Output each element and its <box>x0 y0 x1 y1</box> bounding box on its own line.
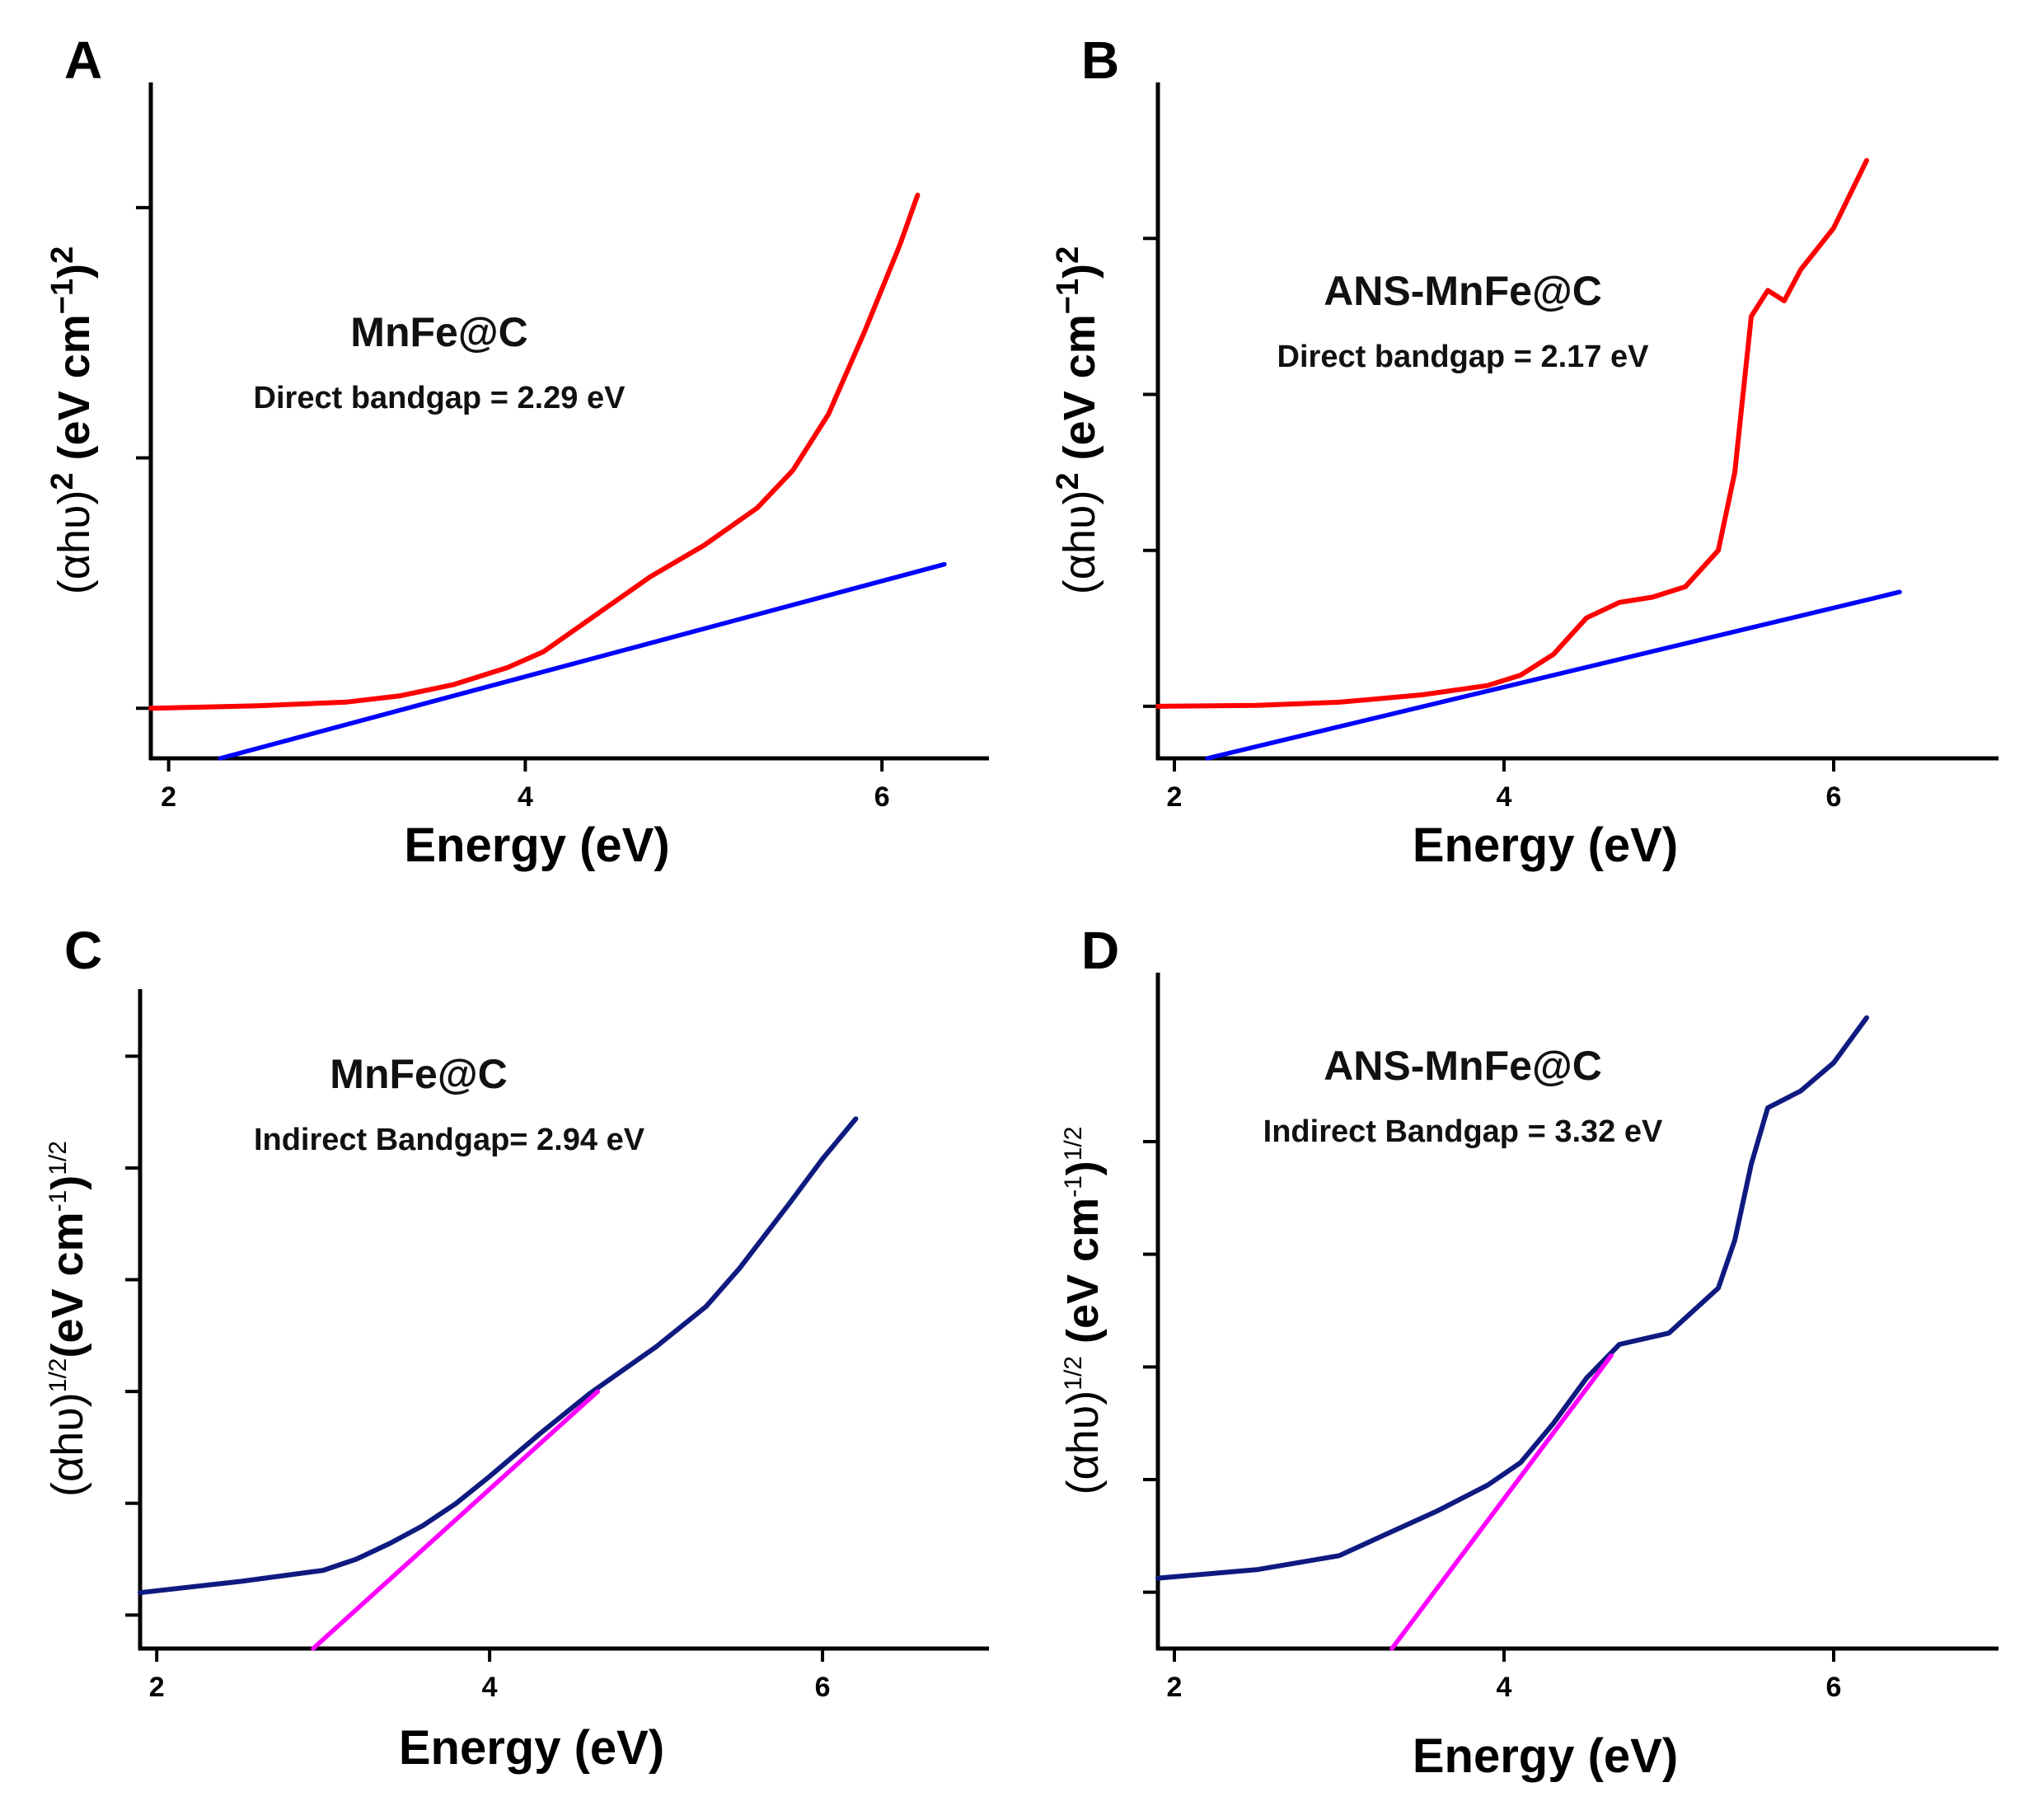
sample-name: MnFe@C <box>330 1051 507 1097</box>
series-spectrum-line <box>1155 1015 1869 1581</box>
y-axis-label: (αhυ)1/2(eV cm-1)1/2 <box>43 1141 92 1497</box>
x-axis-label: Energy (eV) <box>404 819 669 872</box>
bandgap-annotation: Direct bandgap = 2.17 eV <box>1277 340 1650 374</box>
x-tick-label: 6 <box>1826 781 1842 813</box>
y-axis-label: (αhυ)2 (eV cm−1)2 <box>45 246 99 594</box>
x-tick-label: 4 <box>1497 781 1512 813</box>
panel-letter: A <box>64 30 102 90</box>
panel-letter: B <box>1081 30 1119 90</box>
series-spectrum-line <box>148 192 921 711</box>
sample-name: MnFe@C <box>350 309 527 355</box>
y-axis-label: (αhυ)1/2 (eV cm-1)1/2 <box>1058 1127 1108 1495</box>
sample-name: ANS-MnFe@C <box>1324 1043 1602 1089</box>
series-tangent-line <box>311 1389 601 1651</box>
x-tick-label: 6 <box>1826 1672 1842 1703</box>
x-tick-label: 4 <box>482 1672 498 1703</box>
series-tangent-line <box>1389 1353 1614 1651</box>
x-tick-label: 2 <box>149 1672 165 1703</box>
x-tick-label: 2 <box>1167 1672 1183 1703</box>
panel-b: B 2 4 6 Energy (eV) (αhυ)2 (eV cm−1)2 ANS-MnFe… <box>1051 30 1999 872</box>
panel-letter: D <box>1081 921 1119 980</box>
series-spectrum-line <box>1155 157 1869 709</box>
panel-letter: C <box>64 921 102 980</box>
series-tangent-line <box>218 561 947 761</box>
x-axis-label: Energy (eV) <box>399 1721 664 1775</box>
bandgap-annotation: Direct bandgap = 2.29 eV <box>254 381 626 415</box>
series-tangent-line <box>1205 589 1902 761</box>
bandgap-annotation: Indirect Bandgap = 3.32 eV <box>1263 1114 1663 1149</box>
series-spectrum-line <box>138 1116 859 1596</box>
x-axis-label: Energy (eV) <box>1413 1729 1678 1783</box>
sample-name: ANS-MnFe@C <box>1324 268 1602 314</box>
x-tick-label: 6 <box>874 781 890 813</box>
x-tick-label: 2 <box>161 781 176 813</box>
panel-d: D 2 4 6 Energy (eV) (αhυ)1/2 (eV cm-1)1/2 ANS-… <box>1058 921 1999 1783</box>
x-tick-label: 4 <box>1497 1672 1512 1703</box>
x-tick-label: 2 <box>1167 781 1183 813</box>
panel-a: A 2 4 6 Energy (eV) (αhυ)2 (eV cm−1)2 MnFe@C Di… <box>45 30 989 872</box>
panel-c: C 2 4 6 Energy (eV) (αhυ)1/2(eV cm-1)1/2 MnFe@… <box>43 921 989 1775</box>
bandgap-annotation: Indirect Bandgap= 2.94 eV <box>254 1123 645 1157</box>
y-axis-label: (αhυ)2 (eV cm−1)2 <box>1051 246 1104 594</box>
x-tick-label: 4 <box>518 781 533 813</box>
x-tick-label: 6 <box>815 1672 831 1703</box>
x-axis-label: Energy (eV) <box>1413 819 1678 872</box>
